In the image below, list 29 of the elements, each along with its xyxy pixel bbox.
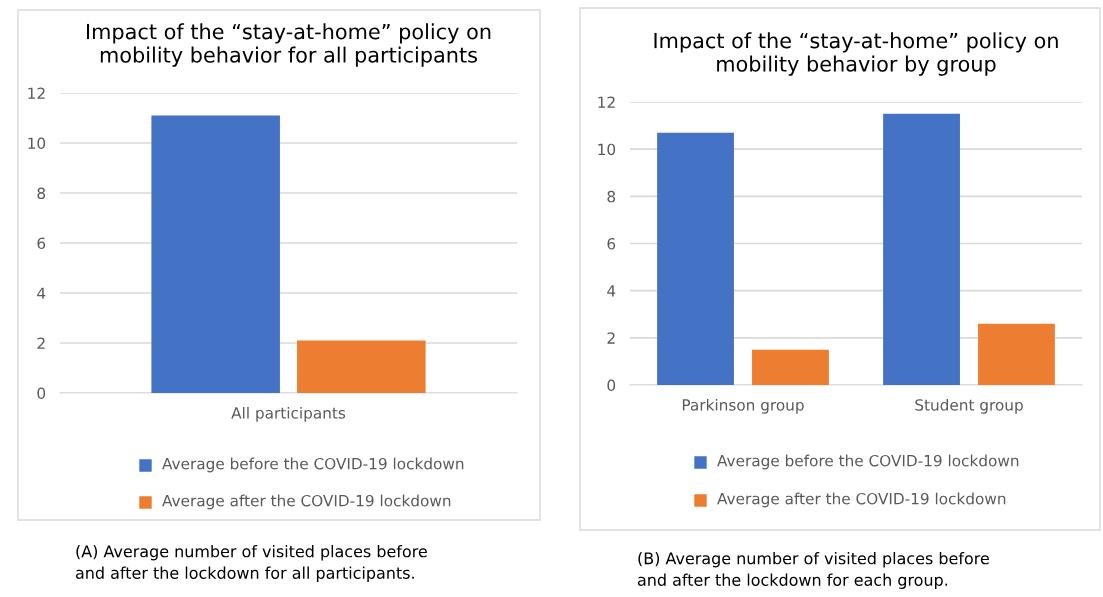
bar [978, 323, 1055, 385]
bar [752, 349, 829, 385]
y-tick-label: 6 [37, 237, 46, 250]
y-tick-label: 2 [37, 337, 45, 349]
y-tick-label: 6 [607, 237, 616, 250]
y-tick-label: 12 [598, 96, 615, 108]
x-tick-label: All participants [231, 406, 346, 422]
x-tick-label: Parkinson group [682, 398, 804, 414]
chart-title: Impact of the “stay-at-home” policy on mobility behavior by group [654, 32, 1058, 76]
text: (B) Average number of visited places before and after the lockdown for each group. [637, 552, 989, 589]
x-tick-label: Student group [915, 398, 1023, 414]
chart-title: Impact of the “stay-at-home” policy on mobility behavior for all participants [87, 23, 491, 67]
text: (A) Average number of visited places before and after the lockdown for all participants. [75, 545, 427, 582]
legend-label: Average after the COVID-19 lockdown [162, 494, 451, 510]
y-tick-label: 10 [28, 137, 46, 150]
y-tick-label: 12 [28, 87, 45, 99]
y-tick-label: 4 [607, 285, 616, 297]
y-tick-label: 4 [37, 287, 46, 299]
bar [657, 132, 734, 385]
y-tick-label: 0 [37, 387, 46, 400]
legend-label: Average before the COVID-19 lockdown [162, 457, 464, 473]
y-tick-label: 0 [607, 379, 616, 392]
legend-label: Average before the COVID-19 lockdown [717, 454, 1019, 470]
y-tick-label: 8 [607, 190, 616, 203]
y-tick-label: 2 [607, 332, 615, 344]
legend-label: Average after the COVID-19 lockdown [717, 492, 1006, 508]
y-tick-label: 8 [37, 187, 46, 200]
y-tick-label: 10 [598, 143, 616, 156]
bar [883, 113, 960, 385]
